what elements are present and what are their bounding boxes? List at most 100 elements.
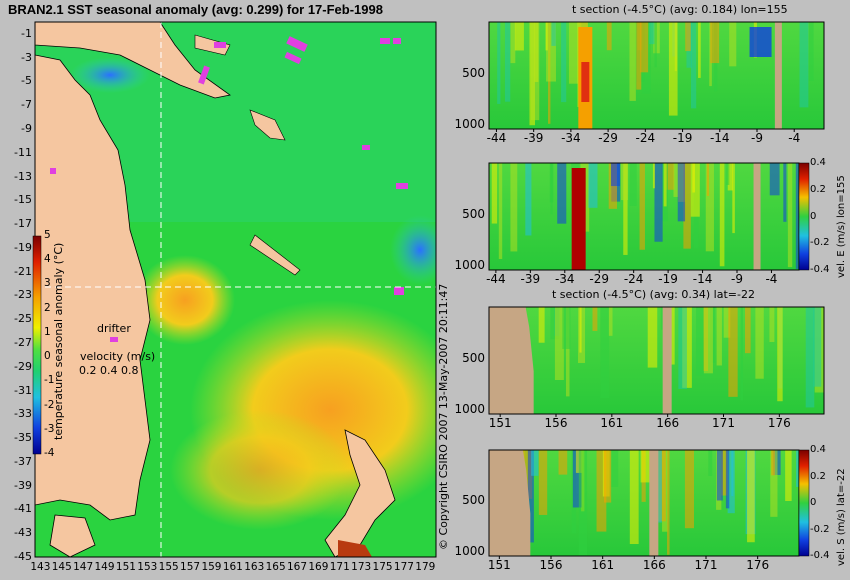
- section-x-tick-label: 161: [600, 416, 624, 430]
- section-stripe: [606, 22, 612, 51]
- section-stripe: [732, 163, 735, 234]
- section-stripe: [668, 307, 675, 365]
- map-y-tick-label: -39: [14, 478, 32, 492]
- section-stripe: [530, 22, 540, 121]
- section-stripe: [673, 163, 679, 197]
- colorbar-tick-label: 0: [44, 350, 51, 363]
- section-stripe: [588, 163, 598, 208]
- map-y-tick-label: -45: [14, 550, 32, 563]
- section-stripe: [491, 163, 498, 224]
- section-x-tick-label: -24: [635, 131, 656, 145]
- velocity-legend-label: velocity (m/s): [80, 350, 156, 363]
- section-stripe: [592, 307, 598, 331]
- vel-colorbar-tick-label: 0.4: [810, 444, 826, 455]
- section-stripe: [683, 163, 691, 249]
- map-x-tick-label: 153: [137, 561, 158, 573]
- section-stripe: [755, 307, 764, 379]
- map-y-tick-label: -31: [14, 383, 32, 397]
- section-stripe: [600, 307, 610, 399]
- map-x-tick-label: 163: [244, 561, 265, 573]
- map-y-tick-label: -21: [14, 264, 32, 278]
- section-stripe: [621, 163, 629, 201]
- section-x-tick-label: -34: [561, 131, 581, 145]
- velocity-legend-values: 0.2 0.4 0.8: [79, 364, 139, 377]
- section-x-tick-label: -44: [486, 131, 507, 145]
- colorbar-tick-label: -2: [44, 398, 55, 411]
- section-stripe: [727, 450, 735, 514]
- map-x-tick-label: 155: [158, 561, 179, 573]
- map-x-tick-label: 177: [393, 561, 414, 573]
- section-stripe: [562, 307, 571, 349]
- colorbar-tick-label: 2: [44, 301, 51, 314]
- section-stripe: [706, 163, 710, 196]
- map-y-tick-label: -23: [14, 288, 32, 302]
- map-y-tick-label: -15: [14, 193, 32, 207]
- map-x-tick-label: 147: [73, 561, 94, 573]
- section-stripe: [640, 450, 650, 483]
- section-land-gap: [774, 22, 782, 129]
- section-stripe: [655, 450, 662, 523]
- colorbar-tick-label: -4: [44, 447, 55, 459]
- section-stripe: [558, 450, 568, 475]
- section-x-tick-label: -9: [731, 272, 743, 286]
- drifters: [50, 36, 408, 342]
- section-stripe: [716, 450, 723, 501]
- vel-colorbar-tick-label: 0.2: [810, 183, 826, 195]
- panel-border: [488, 21, 825, 130]
- section-stripe: [690, 163, 700, 217]
- section-stripe: [719, 163, 725, 267]
- section-stripe: [611, 450, 619, 487]
- map-x-tick-label: 179: [415, 561, 436, 573]
- section-stripe: [667, 450, 670, 555]
- map-x-tick-label: 149: [94, 561, 115, 573]
- section-stripe: [527, 450, 534, 543]
- section-y-tick-label: 500: [462, 350, 485, 365]
- solomon-islands: [249, 109, 286, 141]
- section-y-tick-label: 1000: [454, 257, 485, 272]
- section-x-tick-label: 176: [767, 416, 791, 430]
- section-panel-1: [488, 21, 825, 132]
- anomaly-column: [571, 168, 586, 270]
- map-y-tick-label: -29: [14, 359, 32, 373]
- map-x-tick-label: 175: [372, 561, 393, 573]
- section-stripe: [561, 22, 567, 103]
- cool-anomaly-nw: [70, 57, 150, 93]
- section-x-tick-label: 166: [656, 416, 680, 430]
- section-stripe: [504, 22, 511, 102]
- section-stripe: [538, 450, 548, 515]
- section-stripe: [805, 307, 815, 408]
- vel-colorbar-tick-label: -0.2: [810, 523, 830, 535]
- section-stripe: [710, 22, 720, 64]
- section-stripe: [639, 163, 645, 250]
- section-stripe: [636, 22, 642, 90]
- map-x-tick-label: 169: [308, 561, 329, 573]
- section-stripe: [692, 163, 695, 193]
- map-y-tick-label: -37: [14, 454, 32, 468]
- map-y-tick-label: -33: [14, 407, 32, 421]
- cool-patch: [749, 27, 772, 57]
- section-stripe: [531, 450, 539, 476]
- section-stripe: [603, 450, 612, 503]
- section-x-tick-label: -19: [658, 272, 678, 286]
- section-stripe: [684, 450, 694, 529]
- section-panel-3: [488, 306, 825, 417]
- map-x-tick-label: 145: [51, 561, 72, 573]
- section-stripe: [557, 163, 567, 224]
- section-stripe: [649, 22, 655, 45]
- cool-anomaly-east: [390, 215, 436, 285]
- colorbar-tick-label: 4: [44, 253, 51, 266]
- map-y-tick-label: -17: [14, 217, 32, 231]
- map-y-tick-label: -3: [21, 50, 32, 64]
- section-stripe: [525, 163, 532, 236]
- section-x-tick-label: 176: [746, 558, 770, 572]
- map-y-tick-label: -11: [14, 145, 32, 159]
- section-stripe: [510, 22, 516, 64]
- map-x-tick-label: 161: [222, 561, 243, 573]
- section-stripe: [725, 450, 730, 509]
- section-x-tick-label: -24: [623, 272, 644, 286]
- map-y-tick-label: -5: [21, 74, 32, 88]
- section-panel-2: [488, 162, 800, 273]
- section-stripe: [596, 450, 607, 532]
